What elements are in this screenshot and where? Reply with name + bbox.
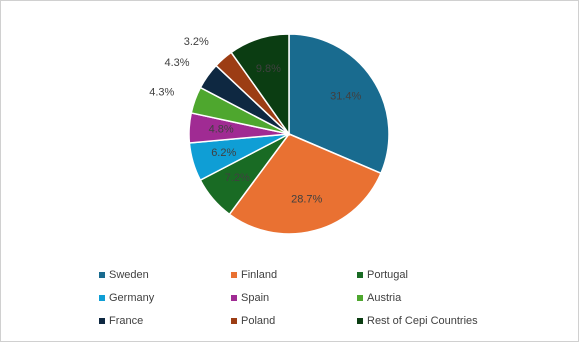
legend-label: Finland xyxy=(241,269,277,281)
pie-slice xyxy=(228,133,382,235)
legend-swatch xyxy=(357,318,363,324)
legend-label: Portugal xyxy=(367,269,408,281)
data-label: 7.2% xyxy=(225,172,250,184)
legend-label: Germany xyxy=(109,292,155,304)
legend-label: Spain xyxy=(241,292,269,304)
data-label: 6.2% xyxy=(211,147,236,159)
data-label: 4.3% xyxy=(164,57,189,69)
legend-swatch xyxy=(357,272,363,278)
legend-swatch xyxy=(357,295,363,301)
legend-label: Rest of Cepi Countries xyxy=(367,315,478,327)
data-label: 28.7% xyxy=(291,194,322,206)
pie-slice xyxy=(230,33,290,137)
legend-swatch xyxy=(99,295,105,301)
data-label: 3.2% xyxy=(184,36,209,48)
pie-slice xyxy=(288,33,390,175)
legend-label: Sweden xyxy=(109,269,149,281)
legend-label: France xyxy=(109,315,143,327)
legend-swatch xyxy=(231,295,237,301)
legend-label: Poland xyxy=(241,315,275,327)
legend-swatch xyxy=(99,318,105,324)
data-label: 4.8% xyxy=(209,124,234,136)
legend-label: Austria xyxy=(367,292,402,304)
data-label: 31.4% xyxy=(330,90,361,102)
legend-swatch xyxy=(99,272,105,278)
legend-swatch xyxy=(231,272,237,278)
legend-swatch xyxy=(231,318,237,324)
data-label: 4.3% xyxy=(149,86,174,98)
data-label: 9.8% xyxy=(256,63,281,75)
